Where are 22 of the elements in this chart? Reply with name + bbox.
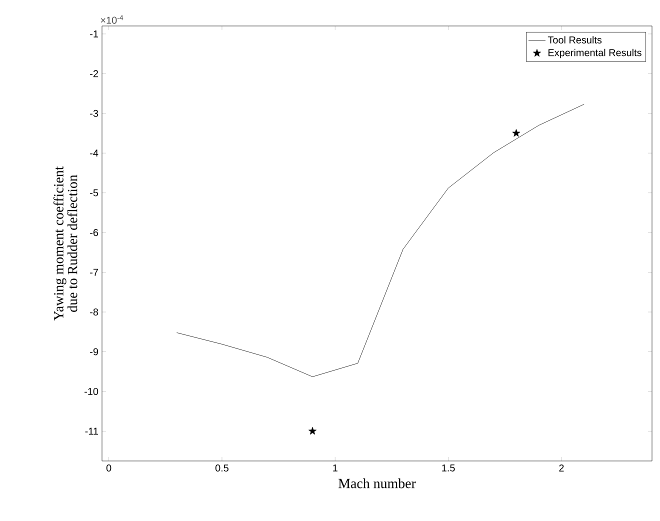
x-tick-label: 0 <box>106 464 112 472</box>
y-tick-label: -1 <box>90 30 98 38</box>
y-tick-label: -11 <box>85 428 98 435</box>
y-tick-label: -5 <box>90 189 98 196</box>
y-axis-title: Yawing moment coefficient due to Rudder deflection <box>53 166 78 321</box>
y-tick-label: -6 <box>90 229 98 236</box>
legend-label: Tool Results <box>548 36 602 44</box>
x-tick-label: 2 <box>559 464 564 472</box>
x-tick-label: 1.5 <box>442 464 455 472</box>
y-tick-label: -7 <box>90 268 98 276</box>
y-tick-label: -9 <box>90 348 98 356</box>
y-tick-label: -3 <box>90 110 98 117</box>
y-tick-label: -8 <box>90 308 98 316</box>
x-tick-label: 0.5 <box>215 464 228 472</box>
x-tick-label: 1 <box>333 464 338 472</box>
line-series <box>176 104 584 377</box>
y-tick-label: -2 <box>90 70 98 78</box>
legend-label: Experimental Results <box>548 48 642 58</box>
y-tick-label: -4 <box>90 150 98 157</box>
text: ×10$^{-4}$ <box>100 15 124 24</box>
x-axis-title: Mach number <box>338 478 416 488</box>
y-tick-label: -10 <box>84 388 98 395</box>
